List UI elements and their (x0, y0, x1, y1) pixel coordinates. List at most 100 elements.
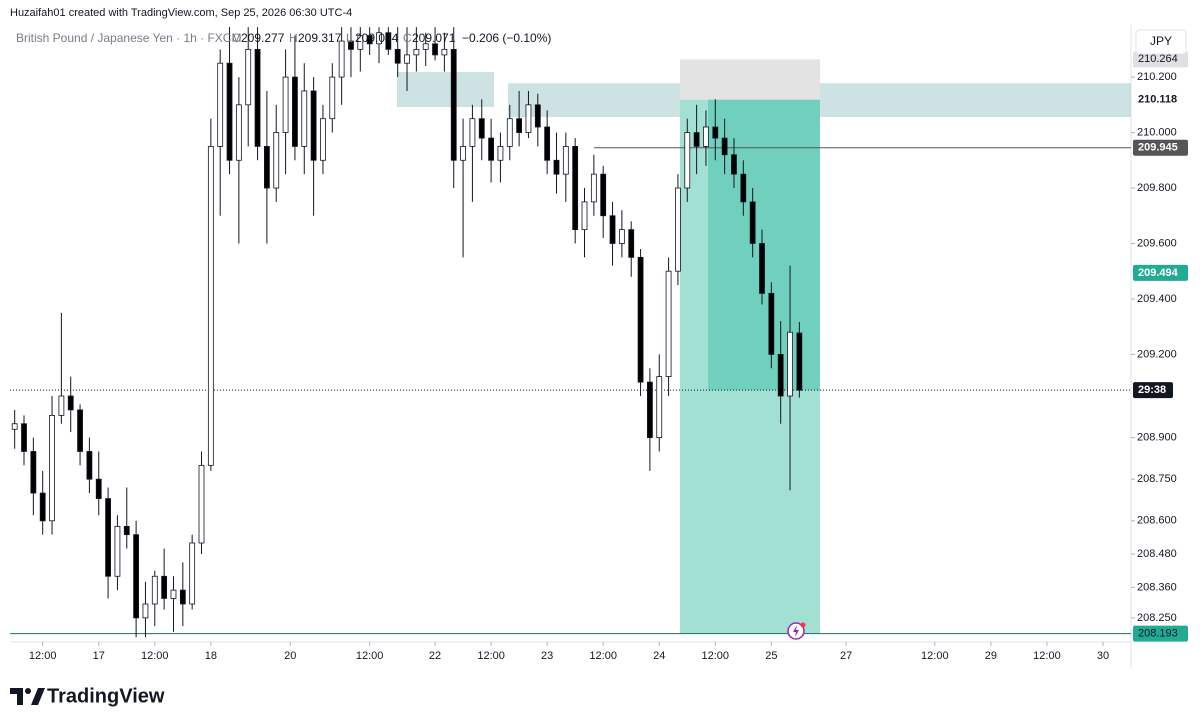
y-tick-label: 208.360 (1137, 581, 1177, 593)
brand: TradingView (47, 685, 165, 707)
legend-key: O (232, 31, 241, 45)
candles (11, 27, 803, 638)
supply-zone (397, 72, 494, 108)
candle-body (628, 229, 635, 258)
x-tick-label: 12:00 (141, 650, 169, 662)
candle-body (553, 159, 560, 175)
legend-value: 209.277 (241, 31, 285, 45)
y-tick-label: 209.600 (1137, 237, 1177, 249)
candle-body (637, 256, 644, 383)
x-tick-label: 25 (765, 650, 777, 662)
candle-body (749, 201, 756, 244)
price-label: 208.193 (1138, 628, 1178, 640)
candle-body (731, 154, 737, 175)
candle-body (600, 173, 607, 217)
x-tick-label: 12:00 (356, 650, 384, 662)
price-label: 209.494 (1138, 267, 1179, 279)
x-tick-label: 23 (541, 650, 553, 662)
stop-zone (680, 59, 820, 100)
candle-body (787, 331, 793, 397)
x-tick-label: 17 (93, 650, 105, 662)
currency[interactable]: JPY (1150, 34, 1172, 48)
candle-body (590, 173, 597, 203)
y-tick-label: 208.250 (1137, 612, 1177, 624)
x-tick-label: 30 (1097, 650, 1109, 662)
candle-body (235, 104, 242, 161)
y-tick-label: 209.400 (1137, 293, 1177, 305)
candle-body (86, 451, 93, 480)
brand-logo (10, 688, 45, 705)
candle-body (450, 48, 457, 161)
price-label-bg (1133, 51, 1188, 68)
price-label-bg (1133, 264, 1188, 281)
candle-body (189, 542, 196, 605)
candle-body (320, 118, 326, 161)
candle-body (151, 575, 158, 605)
candle-body (740, 173, 747, 203)
candle-body (376, 32, 382, 45)
currency-button[interactable] (1135, 29, 1187, 55)
candle-body (217, 62, 224, 147)
legend-value: 209.044 (355, 31, 399, 45)
x-tick-label: 18 (205, 650, 217, 662)
candle-body (759, 243, 765, 294)
foreground: 208.250 208.360 208.480 208.600 208.750 208.9… (28, 31, 1188, 662)
x-tick-label: 12:00 (1033, 650, 1061, 662)
y-tick-label: 209.800 (1137, 182, 1177, 194)
x-tick-label: 24 (653, 650, 665, 662)
x-tick-label: 22 (429, 650, 441, 662)
alert-icon[interactable] (787, 622, 806, 640)
candle-body (413, 48, 420, 56)
candle-body (609, 215, 616, 244)
candle-body (179, 589, 186, 605)
y-tick-label: 209.200 (1137, 348, 1177, 360)
candle-body (506, 118, 513, 147)
candle-body (301, 90, 308, 147)
candle-body (777, 354, 784, 397)
candle-body (263, 146, 270, 189)
candle-body (58, 395, 65, 416)
candle-body (647, 381, 653, 439)
candle-body (329, 76, 336, 120)
x-tick-label: 12:00 (921, 650, 949, 662)
candle-body (581, 201, 588, 231)
y-tick-label: 208.750 (1137, 473, 1177, 485)
legend-value: 209.317 (298, 31, 342, 45)
x-tick-label: 12:00 (29, 650, 57, 662)
candle-body (404, 54, 410, 64)
candle-body (656, 376, 663, 439)
y-tick-label: 208.480 (1137, 548, 1177, 560)
candle-body (348, 40, 354, 50)
symbol-title: British Pound / Japanese Yen · 1h · FXCM (16, 31, 241, 45)
candle-body (768, 292, 775, 355)
candle-body (11, 423, 18, 430)
candle-body (385, 32, 392, 50)
countdown: 29:38 (1138, 384, 1166, 396)
candle-body (516, 118, 523, 133)
candle-body (618, 229, 625, 244)
legend-key: H (289, 31, 298, 45)
candle-body (67, 395, 74, 411)
price-label-bg (1133, 625, 1188, 642)
candle-body (478, 118, 485, 139)
candle-body (366, 35, 373, 45)
y-tick-label: 208.600 (1137, 515, 1177, 527)
price-label-bg (1133, 91, 1188, 108)
header: Huzaifah01 created with TradingView.com,… (10, 7, 352, 19)
candle-body (422, 43, 429, 50)
legend-change: −0.206 (−0.10%) (462, 31, 551, 45)
candle-body (357, 35, 364, 50)
candle-body (133, 534, 140, 619)
candle-body (338, 40, 345, 78)
candle-body (394, 48, 401, 64)
candle-body (207, 146, 214, 466)
legend-key: L (346, 31, 353, 45)
price-label: 210.264 (1138, 53, 1178, 65)
candle-body (198, 464, 205, 544)
candle-body (572, 146, 579, 231)
candle-body (254, 48, 261, 147)
candle-body (292, 76, 298, 147)
